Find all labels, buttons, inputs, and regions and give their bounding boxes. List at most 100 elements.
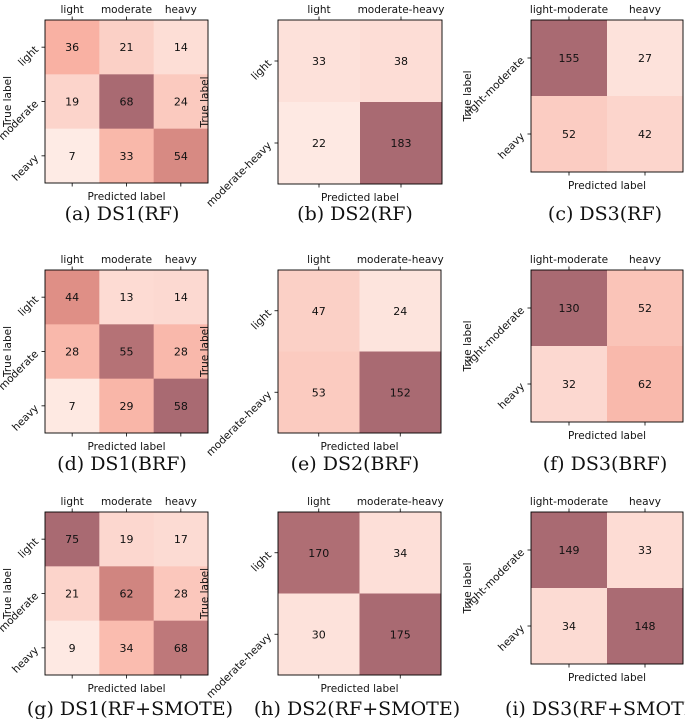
- cell-value-label: 34: [120, 642, 134, 655]
- panel-caption: (a) DS1(RF): [65, 203, 180, 225]
- heatmap-cell: [360, 102, 443, 185]
- y-tick-label: moderate-heavy: [204, 389, 274, 459]
- heatmap-cell: [278, 351, 360, 434]
- y-tick-label: light: [16, 294, 41, 319]
- y-tick-label: heavy: [496, 381, 527, 412]
- x-axis-title: Predicted label: [87, 441, 165, 453]
- cell-value-label: 27: [638, 52, 652, 65]
- x-tick-label: heavy: [165, 254, 197, 266]
- cell-value-label: 149: [559, 544, 580, 557]
- y-axis-title: True label: [2, 76, 14, 128]
- confusion-matrix-panel-4: 44 13 14 28 55 28 7 29 58 light moderate heavy light…: [0, 254, 209, 475]
- heatmap-cell: [45, 270, 100, 325]
- x-axis-title: Predicted label: [568, 180, 646, 192]
- y-axis-title: True label: [199, 326, 211, 378]
- cell-value-label: 28: [65, 346, 79, 359]
- matrix-frame: [530, 269, 684, 423]
- x-tick-label: moderate-heavy: [357, 254, 444, 266]
- confusion-matrix-panel-2: 33 38 22 183 light moderate-heavy light moderat…: [199, 4, 444, 225]
- y-axis-title: True label: [199, 76, 211, 128]
- y-axis-title: True label: [2, 326, 14, 378]
- heatmap-cell: [531, 20, 608, 97]
- y-axis-title: True label: [2, 568, 14, 620]
- x-tick-label: light-moderate: [530, 4, 608, 16]
- heatmap-cell: [278, 512, 360, 594]
- panel-caption: (h) DS2(RF+SMOTE): [254, 698, 460, 719]
- cell-value-label: 53: [312, 386, 326, 399]
- cell-value-label: 7: [69, 400, 76, 413]
- y-tick-label: light: [249, 307, 274, 332]
- confusion-matrix-panel-1: 36 21 14 19 68 24 7 33 54 light moderate heavy light…: [0, 4, 209, 225]
- cell-value-label: 55: [120, 346, 134, 359]
- cell-value-label: 34: [393, 547, 407, 560]
- x-tick-label: heavy: [629, 4, 661, 16]
- heatmap-cell: [359, 270, 442, 352]
- cell-value-label: 175: [390, 628, 411, 641]
- y-tick-label: heavy: [10, 644, 41, 675]
- x-tick-label: light: [61, 496, 84, 508]
- cell-value-label: 42: [638, 128, 652, 141]
- panel-caption: (d) DS1(BRF): [57, 453, 187, 475]
- heatmap-cell: [45, 324, 100, 380]
- x-tick-label: moderate-heavy: [358, 4, 445, 16]
- heatmap-cell: [153, 620, 209, 676]
- cell-value-label: 19: [120, 533, 134, 546]
- heatmap-cell: [99, 74, 155, 130]
- cell-value-label: 33: [638, 544, 652, 557]
- x-tick-label: heavy: [629, 496, 661, 508]
- cell-value-label: 52: [562, 128, 576, 141]
- x-tick-label: light: [307, 4, 330, 16]
- heatmap-cell: [45, 512, 100, 567]
- matrix-frame: [277, 511, 442, 676]
- heatmap-cell: [531, 96, 608, 173]
- heatmap-cell: [45, 74, 100, 130]
- heatmap-cell: [99, 20, 155, 75]
- x-tick-label: light-moderate: [530, 496, 608, 508]
- cell-value-label: 24: [174, 96, 188, 109]
- cell-value-label: 38: [394, 55, 408, 68]
- panel-caption: (c) DS3(RF): [548, 203, 662, 225]
- cell-value-label: 58: [174, 400, 188, 413]
- heatmap-cell: [45, 128, 100, 184]
- heatmap-cell: [153, 20, 209, 75]
- x-tick-label: heavy: [165, 4, 197, 16]
- x-axis-title: Predicted label: [321, 192, 399, 204]
- heatmap-cell: [278, 20, 361, 103]
- cell-value-label: 54: [174, 150, 188, 163]
- heatmap-cell: [607, 346, 684, 423]
- cell-value-label: 130: [559, 302, 580, 315]
- matrix-frame: [530, 511, 684, 665]
- cell-value-label: 36: [65, 41, 79, 54]
- cell-value-label: 28: [174, 346, 188, 359]
- cell-value-label: 17: [174, 533, 188, 546]
- cell-value-label: 32: [562, 378, 576, 391]
- x-tick-label: light: [61, 254, 84, 266]
- heatmap-cell: [153, 512, 209, 567]
- confusion-matrix-panel-7: 75 19 17 21 62 28 9 34 68 light moderate heavy light…: [0, 496, 233, 719]
- cell-value-label: 13: [120, 291, 134, 304]
- matrix-frame: [277, 269, 442, 434]
- cell-value-label: 9: [69, 642, 76, 655]
- cell-value-label: 75: [65, 533, 79, 546]
- panel-caption: (e) DS2(BRF): [291, 453, 420, 475]
- heatmap-cell: [45, 620, 100, 676]
- heatmap-cell: [531, 588, 608, 665]
- x-axis-title: Predicted label: [568, 430, 646, 442]
- heatmap-cell: [359, 512, 442, 594]
- y-axis-title: True label: [462, 70, 474, 122]
- heatmap-cell: [45, 566, 100, 622]
- panel-caption: (f) DS3(BRF): [543, 453, 668, 475]
- x-tick-label: light: [307, 254, 330, 266]
- y-axis-title: True label: [199, 568, 211, 620]
- matrix-frame: [530, 19, 684, 173]
- panel-caption: (i) DS3(RF+SMOTE): [505, 698, 685, 719]
- cell-value-label: 152: [390, 386, 411, 399]
- confusion-matrix-panel-5: 47 24 53 152 light moderate-heavy light moderat…: [199, 254, 444, 475]
- cell-value-label: 34: [562, 620, 576, 633]
- cell-value-label: 30: [312, 628, 326, 641]
- heatmap-cell: [153, 128, 209, 184]
